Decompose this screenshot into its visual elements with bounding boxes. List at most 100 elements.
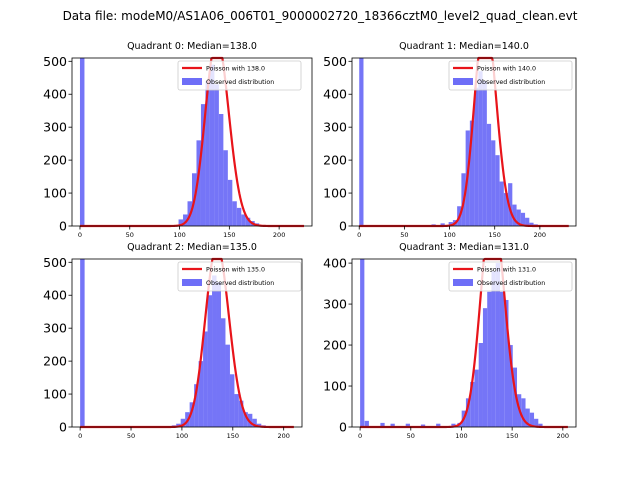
plot-area [360,257,568,429]
legend-histogram-label: Observed distribution [206,79,274,86]
histogram-bar [482,308,488,427]
histogram-bar [508,183,513,226]
y-tick-label: 400 [43,288,67,303]
y-tick-label: 200 [323,153,347,168]
legend: Poisson with 135.0 Observed distribution [177,261,302,292]
x-tick-label: 0 [78,432,82,440]
histogram-bar [196,140,201,226]
x-tick-label: 150 [506,432,518,440]
histogram-bar [214,84,219,226]
y-tick-label: 300 [43,321,67,336]
y-tick-label: 500 [43,255,67,270]
histogram-bar [252,418,257,427]
legend-histogram-label: Observed distribution [206,280,274,287]
histogram-bar [218,114,224,226]
legend-box [177,261,302,292]
legend-poisson-label: Poisson with 138.0 [206,66,265,73]
histogram-bar [198,361,204,427]
y-tick-label: 400 [323,256,347,271]
histogram-bar [380,422,385,427]
x-tick-label: 50 [400,231,408,239]
histogram-bar [234,394,239,427]
legend-histogram-swatch [453,78,473,85]
x-tick-label: 50 [407,432,415,440]
y-tick-label: 0 [59,219,67,234]
histogram-bar [364,420,369,427]
histogram-bar [482,81,487,226]
histogram-bar [487,291,492,427]
histogram-bar [205,81,210,226]
x-tick-label: 0 [78,231,82,239]
y-tick-label: 0 [59,420,67,435]
y-tick-label: 100 [323,379,347,394]
histogram-bar [80,259,85,427]
subplot-title: Quadrant 1: Median=140.0 [399,41,529,52]
x-tick-label: 200 [273,231,285,239]
x-tick-label: 200 [277,432,289,440]
histogram-bar [499,181,504,226]
histogram-bar [220,318,226,427]
y-tick-label: 200 [43,354,67,369]
histogram-bar [491,271,496,427]
histogram-bar [470,381,475,427]
histogram-bar [183,214,188,226]
y-tick-label: 100 [43,387,67,402]
legend-histogram-label: Observed distribution [477,79,545,86]
histogram-bar [243,412,248,427]
histogram-bar [478,71,483,227]
histogram-bar [360,259,365,427]
histogram-bar [436,423,441,427]
y-tick-label: 100 [43,186,67,201]
histogram-bar [495,155,500,226]
histogram-bars [360,259,543,427]
histogram-bar [495,263,500,427]
histogram-bar [538,423,543,427]
histogram-bar [178,219,184,226]
histogram-bar [236,207,242,226]
histogram-bar [521,398,526,427]
histogram-bar [238,400,244,427]
legend-box [448,60,573,91]
legend-box [448,261,573,292]
histogram-bar [478,343,483,427]
histogram-bar [216,282,221,427]
histogram-bar [520,212,526,226]
legend-histogram-swatch [182,78,202,85]
histogram-bar [241,214,246,226]
y-tick-label: 500 [43,54,67,69]
y-tick-label: 500 [323,54,347,69]
histogram-bar [474,87,479,227]
axes-frame [351,258,577,428]
y-tick-label: 200 [323,338,347,353]
histogram-bar [448,222,453,226]
legend-poisson-label: Poisson with 140.0 [477,66,536,73]
subplot-title: Quadrant 2: Median=135.0 [127,242,257,253]
histogram-bar [209,64,215,226]
histogram-bar [207,295,213,427]
subplot-quadrant-3: Quadrant 3: Median=131.0 Poisson with 13… [323,242,577,440]
axes-frame [71,258,303,428]
axes-frame [71,57,313,227]
histogram-bar [189,402,195,427]
y-tick-label: 0 [339,420,347,435]
x-tick-label: 100 [176,432,188,440]
x-tick-label: 200 [534,231,546,239]
x-tick-label: 150 [488,231,500,239]
histogram-bar [203,331,208,427]
x-tick-label: 150 [223,231,235,239]
histogram-bar [512,367,518,427]
legend: Poisson with 140.0 Observed distribution [448,60,573,91]
histogram-bar [232,201,237,226]
x-tick-label: 0 [357,231,361,239]
histogram-bar [176,423,181,427]
legend-poisson-label: Poisson with 135.0 [206,267,265,274]
histogram-bar [223,150,228,226]
y-tick-label: 300 [323,120,347,135]
subplot-quadrant-0: Quadrant 0: Median=138.0 Poisson with 13… [43,41,313,239]
histogram-bar [525,408,530,427]
histogram-bar [420,424,426,427]
histogram-bar [405,423,410,427]
histogram-bar [440,223,445,226]
x-tick-label: 0 [358,432,362,440]
